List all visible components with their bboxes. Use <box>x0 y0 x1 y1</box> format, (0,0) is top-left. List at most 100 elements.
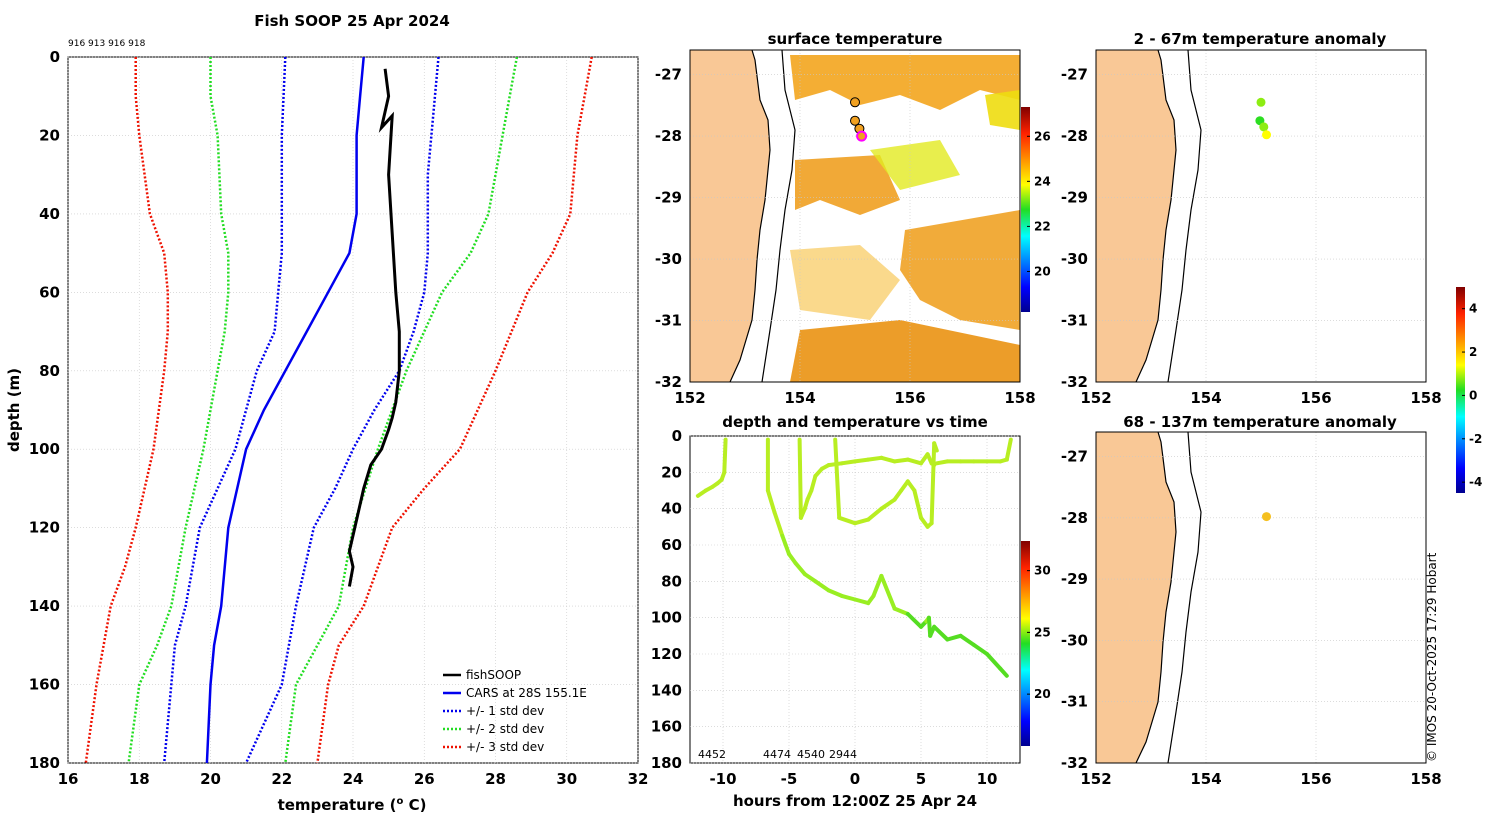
profile-ticks: 16 18 20 22 24 26 28 30 32 0 20 40 60 80 100 120 140 160 1… <box>29 48 649 788</box>
profile-ytick-label: 120 <box>29 519 60 537</box>
colorbar-tick-label: -2 <box>1469 432 1482 446</box>
profile-serials: 916 913 916 918 <box>68 39 146 49</box>
sst-blob-central <box>795 155 900 215</box>
surface-map-land <box>690 50 770 382</box>
anom2-map-panel: 68 - 137m temperature anomaly 152 154 156 1… <box>1061 287 1482 788</box>
profile-ylabel: depth (m) <box>5 368 23 452</box>
credit-text: © IMOS 20-Oct-2025 17:29 Hobart <box>1425 552 1439 762</box>
sst-blob-ne <box>985 90 1020 130</box>
time-ytick-label: 180 <box>651 754 682 772</box>
colorbar-tick-label: 20 <box>1034 687 1051 701</box>
time-series-segment <box>945 633 963 642</box>
time-colorbar <box>1021 541 1030 746</box>
anom-colorbar <box>1456 287 1465 493</box>
time-xtick-label: -5 <box>781 770 798 788</box>
anom1-title: 2 - 67m temperature anomaly <box>1134 30 1387 48</box>
profile-xlabel: temperature (o C) <box>278 796 427 814</box>
profile-xtick-label: 16 <box>58 770 79 788</box>
time-series-segment <box>866 506 884 522</box>
time-serial-label: 4540 <box>797 748 825 761</box>
surface-map-coast <box>729 49 771 383</box>
map-ytick-label: -31 <box>1061 312 1088 330</box>
surface-map-title: surface temperature <box>768 30 943 48</box>
anom1-coast <box>1135 49 1177 383</box>
map-ytick-label: -28 <box>1061 127 1088 145</box>
map-data-point <box>1256 97 1266 107</box>
map-data-point <box>850 115 860 126</box>
legend-fishsoop: fishSOOP <box>466 668 521 682</box>
colorbar-tick-label: -4 <box>1469 475 1482 489</box>
time-ytick-label: 120 <box>651 645 682 663</box>
time-xlabel: hours from 12:00Z 25 Apr 24 <box>733 792 977 810</box>
map-xtick-label: 154 <box>784 389 815 407</box>
time-series-segment <box>793 561 807 577</box>
map-ytick-label: -27 <box>1061 448 1088 466</box>
profile-panel: Fish SOOP 25 Apr 2024 916 913 916 918 16… <box>5 12 648 814</box>
anom1-frame <box>1095 49 1427 383</box>
map-xtick-label: 158 <box>1004 389 1035 407</box>
profile-ytick-label: 100 <box>29 440 60 458</box>
map-xtick-label: 158 <box>1410 389 1441 407</box>
time-series-segment <box>772 510 785 538</box>
time-colorbar-ticks: 30 25 20 <box>1027 564 1051 701</box>
profile-ytick-label: 40 <box>39 205 60 223</box>
surface-map-isobath <box>761 49 796 383</box>
time-grid <box>690 435 1020 764</box>
profile-ytick-label: 0 <box>50 48 60 66</box>
profile-xtick-label: 28 <box>485 770 506 788</box>
time-series-segment <box>839 593 857 602</box>
map-xtick-label: 154 <box>1190 389 1221 407</box>
time-series-segment <box>826 588 844 598</box>
anom2-ticks: 152 154 156 158 -27 -28 -29 -30 -31 -32 <box>1061 448 1442 788</box>
time-ytick-label: 0 <box>672 427 682 445</box>
time-series-segment <box>892 606 910 616</box>
surface-map-points <box>850 97 868 142</box>
sst-colorbar <box>1021 107 1030 312</box>
time-series-segment <box>833 437 842 520</box>
colorbar-tick-label: 22 <box>1034 219 1051 233</box>
map-data-point <box>850 97 860 108</box>
time-series-segment <box>866 455 884 462</box>
profile-xtick-label: 26 <box>414 770 435 788</box>
anom1-points <box>1255 97 1271 140</box>
map-ytick-label: -29 <box>1061 189 1088 207</box>
legend-std3: +/- 3 std dev <box>466 740 544 754</box>
profile-ytick-label: 80 <box>39 362 60 380</box>
anom2-coast <box>1135 431 1177 764</box>
time-xtick-label: 10 <box>977 770 998 788</box>
sst-blob-south <box>790 320 1020 382</box>
anom2-points <box>1262 512 1271 522</box>
profile-xtick-label: 22 <box>271 770 292 788</box>
time-serial-label: 2944 <box>829 748 857 761</box>
map-xtick-label: 152 <box>674 389 705 407</box>
time-series-segment <box>809 474 818 493</box>
time-serials: 4452 4474 4540 2944 <box>698 748 857 761</box>
colorbar-tick-label: 30 <box>1034 564 1051 578</box>
time-series-segment <box>837 515 857 526</box>
map-ytick-label: -32 <box>1061 754 1088 772</box>
time-series-segment <box>853 517 871 526</box>
legend-std2: +/- 2 std dev <box>466 722 544 736</box>
time-series-segment <box>929 441 937 526</box>
map-data-point <box>1262 512 1271 522</box>
profile-ytick-label: 60 <box>39 283 60 301</box>
profile-xtick-label: 32 <box>628 770 649 788</box>
time-series-segment <box>932 624 950 642</box>
time-series-segment <box>932 441 939 453</box>
time-series-segment <box>765 488 777 515</box>
time-ytick-label: 60 <box>661 536 682 554</box>
profile-series-cars-at-28s-155-1e <box>205 57 365 763</box>
profile-lines <box>84 57 593 763</box>
anom1-isobath <box>1167 49 1202 383</box>
profile-series-fishsoop <box>347 68 401 587</box>
surface-map-panel: surface temperature 152 154 156 158 -27 -28 -2… <box>655 30 1051 407</box>
time-series-segment <box>797 437 803 520</box>
colorbar-tick-label: 4 <box>1469 302 1477 316</box>
colorbar-tick-label: 25 <box>1034 625 1051 639</box>
time-series-segment <box>879 573 897 611</box>
anom2-isobath <box>1167 431 1202 764</box>
legend-std1: +/- 1 std dev <box>466 704 544 718</box>
map-ytick-label: -29 <box>655 189 682 207</box>
